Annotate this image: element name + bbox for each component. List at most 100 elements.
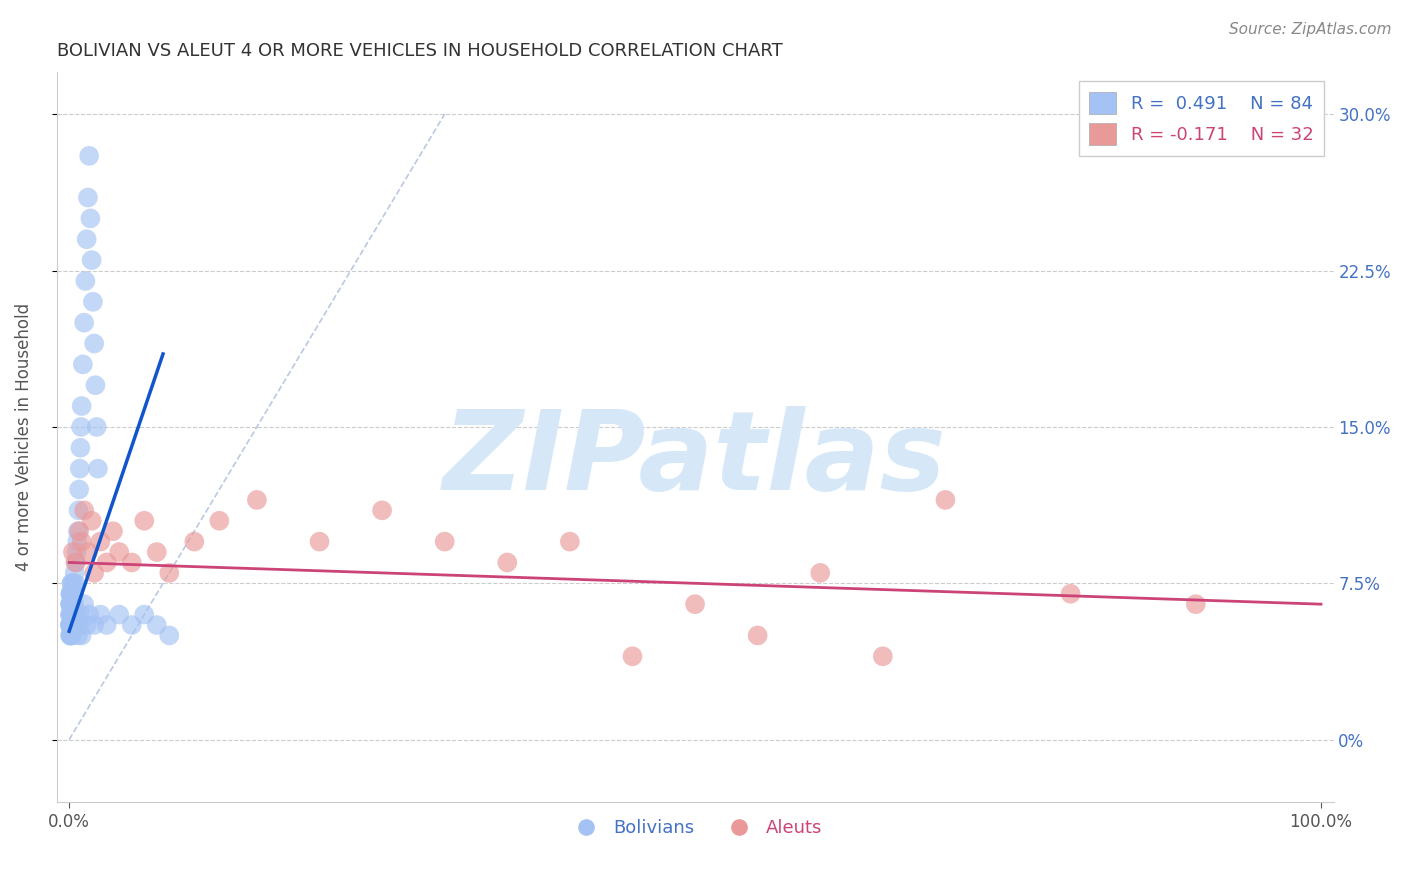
Point [63, 607, 86, 622]
Point [80, 253, 103, 268]
Point [208, 514, 231, 528]
Point [63, 597, 86, 611]
Point [60, 607, 83, 622]
Text: ZIPatlas: ZIPatlas [443, 406, 946, 513]
Point [60, 587, 83, 601]
Point [65, 576, 87, 591]
Point [67, 618, 90, 632]
Point [121, 618, 143, 632]
Point [121, 556, 143, 570]
Point [62, 607, 84, 622]
Point [77, 607, 100, 622]
Text: Source: ZipAtlas.com: Source: ZipAtlas.com [1229, 22, 1392, 37]
Point [66, 534, 89, 549]
Point [59, 597, 82, 611]
Point [62, 587, 84, 601]
Point [66, 607, 89, 622]
Point [59, 618, 82, 632]
Point [65, 556, 87, 570]
Point [496, 556, 519, 570]
Point [60, 628, 83, 642]
Point [83, 566, 105, 580]
Point [60, 607, 83, 622]
Point [96, 556, 118, 570]
Point [69, 441, 91, 455]
Point [73, 597, 96, 611]
Point [66, 524, 89, 538]
Point [83, 336, 105, 351]
Point [63, 566, 86, 580]
Point [69, 461, 91, 475]
Point [59, 597, 82, 611]
Point [60, 618, 83, 632]
Point [62, 545, 84, 559]
Point [67, 483, 90, 497]
Point [183, 534, 205, 549]
Point [77, 545, 100, 559]
Point [62, 576, 84, 591]
Point [86, 420, 108, 434]
Point [84, 378, 107, 392]
Point [72, 357, 94, 371]
Point [67, 503, 90, 517]
Point [83, 618, 105, 632]
Point [145, 618, 167, 632]
Point [59, 628, 82, 642]
Point [59, 597, 82, 611]
Point [65, 618, 87, 632]
Point [80, 514, 103, 528]
Point [70, 534, 93, 549]
Point [59, 587, 82, 601]
Point [145, 545, 167, 559]
Point [60, 597, 83, 611]
Point [1059, 587, 1081, 601]
Text: BOLIVIAN VS ALEUT 4 OR MORE VEHICLES IN HOUSEHOLD CORRELATION CHART: BOLIVIAN VS ALEUT 4 OR MORE VEHICLES IN … [56, 42, 782, 60]
Point [70, 628, 93, 642]
Point [60, 597, 83, 611]
Point [157, 566, 180, 580]
Point [66, 628, 89, 642]
Point [59, 607, 82, 622]
Point [433, 534, 456, 549]
Point [108, 607, 131, 622]
Point [66, 545, 89, 559]
Point [134, 607, 156, 622]
Point [59, 587, 82, 601]
Point [96, 618, 118, 632]
Point [60, 628, 83, 642]
Point [75, 274, 97, 288]
Point [747, 628, 769, 642]
Point [76, 232, 98, 246]
Point [60, 607, 83, 622]
Point [62, 618, 84, 632]
Point [558, 534, 581, 549]
Point [59, 618, 82, 632]
Point [77, 190, 100, 204]
Point [65, 556, 87, 570]
Point [63, 587, 86, 601]
Point [70, 420, 93, 434]
Point [60, 597, 83, 611]
Point [808, 566, 831, 580]
Point [308, 534, 330, 549]
Point [62, 587, 84, 601]
Point [60, 618, 83, 632]
Point [79, 211, 101, 226]
Point [934, 492, 956, 507]
Point [621, 649, 644, 664]
Point [246, 492, 269, 507]
Point [60, 597, 83, 611]
Point [82, 294, 104, 309]
Point [73, 316, 96, 330]
Point [59, 628, 82, 642]
Point [59, 618, 82, 632]
Point [59, 597, 82, 611]
Point [73, 503, 96, 517]
Point [60, 607, 83, 622]
Point [67, 524, 90, 538]
Point [157, 628, 180, 642]
Point [101, 524, 124, 538]
Point [371, 503, 394, 517]
Point [60, 576, 83, 591]
Point [62, 597, 84, 611]
